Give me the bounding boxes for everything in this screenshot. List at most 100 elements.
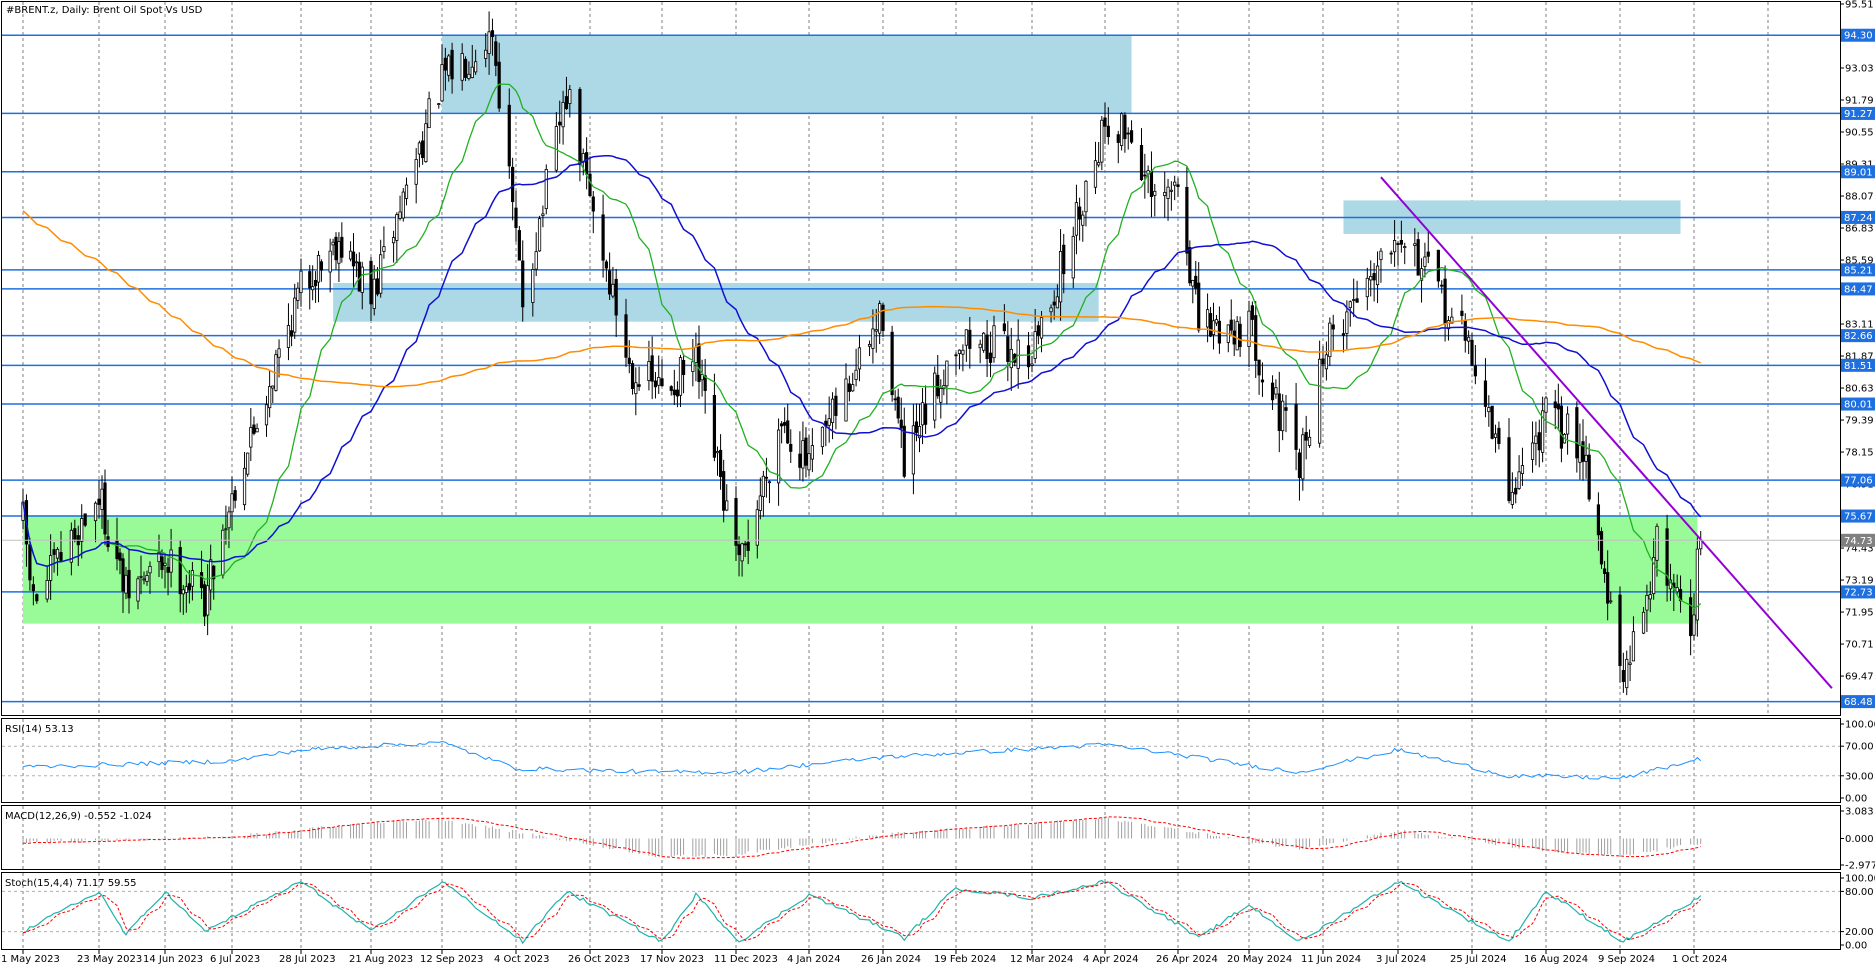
candle-body [242, 467, 247, 506]
price-pane[interactable] [1, 1, 1841, 716]
candle-body [867, 343, 872, 347]
candle-body [1413, 243, 1417, 246]
candle-body [669, 386, 673, 391]
candle-body [558, 121, 562, 126]
candle-body [678, 357, 683, 396]
candle-body [933, 372, 937, 421]
candle-body [1235, 321, 1239, 351]
candle-body [1026, 345, 1031, 368]
candle-body [1116, 134, 1120, 143]
macd-pane[interactable] [1, 805, 1841, 870]
candle-body [1352, 299, 1356, 301]
candle-body [264, 404, 269, 426]
level-tag-label: 72.73 [1844, 587, 1873, 598]
candle-body [299, 270, 303, 294]
candle-body [227, 511, 231, 529]
candle-body [351, 251, 356, 267]
candle-body [334, 236, 338, 261]
candle-body [978, 343, 982, 349]
candle-body [1628, 662, 1632, 665]
candle-body [1211, 320, 1216, 336]
level-tag-bg [1841, 358, 1875, 372]
candle-body [398, 211, 402, 219]
candle-body [157, 551, 161, 563]
price-tick-label: 73.19 [1845, 576, 1874, 587]
candle-body [1467, 336, 1471, 342]
level-tag-bg [1841, 695, 1875, 709]
candle-body [474, 61, 478, 73]
candle-body [588, 173, 592, 197]
candle-body [1460, 310, 1464, 316]
candle-body [783, 422, 787, 426]
indicator-tick-label: 3.083 [1845, 807, 1874, 818]
candle-body [35, 594, 39, 602]
candle-body [1277, 393, 1281, 431]
candle-body [121, 558, 125, 592]
candle-body [1238, 323, 1242, 348]
candle-body [1006, 336, 1010, 362]
candle-body [672, 389, 676, 396]
candle-body [1416, 239, 1420, 276]
candle-body [1375, 265, 1380, 286]
candle-body [230, 493, 234, 513]
candle-body [1126, 132, 1130, 135]
candle-body [80, 518, 84, 542]
time-tick-label: 4 Jan 2024 [787, 954, 841, 965]
indicator-tick-label: 100.00 [1845, 874, 1875, 885]
candle-body [712, 394, 717, 458]
candle-body [460, 53, 464, 81]
candle-body [1534, 435, 1538, 444]
price-tick-label: 95.51 [1845, 0, 1874, 11]
macd-layer: 3.083 0.000 -2.977 [22, 807, 1875, 872]
stoch-main-line [22, 879, 1702, 945]
candle-body [1372, 273, 1376, 281]
candle-body [163, 562, 167, 566]
indicator-tick-label: 20.00 [1845, 927, 1874, 938]
candle-body [637, 384, 641, 387]
candle-body [627, 357, 631, 364]
time-tick-label: 28 Jul 2023 [279, 954, 336, 965]
candle-body [746, 541, 750, 551]
candle-body [1544, 397, 1548, 413]
current-price-tag: 74.73 [1841, 533, 1875, 547]
candle-body [340, 236, 344, 258]
candle-body [1483, 380, 1488, 407]
candle-body [97, 498, 101, 505]
candle-body [233, 490, 237, 501]
candle-body [737, 544, 741, 556]
candle-body [1185, 186, 1189, 254]
rsi-pane[interactable] [1, 718, 1841, 803]
candle-body [1578, 444, 1582, 463]
indicator-tick-label: -2.977 [1845, 861, 1875, 872]
candle-body [28, 544, 32, 581]
candle-body [608, 270, 612, 295]
time-tick-label: 26 Jan 2024 [861, 954, 921, 965]
candle-body [896, 396, 900, 419]
candle-body [789, 443, 793, 452]
candle-body [52, 549, 56, 555]
trendline[interactable] [1380, 176, 1833, 689]
ma-mid-line [22, 154, 1702, 568]
candle-body [675, 389, 680, 397]
candle-body [1229, 319, 1233, 331]
stoch-pane[interactable] [1, 872, 1841, 950]
time-tick-label: 20 May 2024 [1227, 954, 1292, 965]
level-tag-bg [1841, 509, 1875, 523]
candle-body [1602, 568, 1607, 574]
indicator-tick-label: 30.00 [1845, 771, 1874, 782]
price-tick-label: 69.47 [1845, 672, 1874, 683]
candle-body [494, 41, 498, 66]
candle-body [939, 388, 943, 403]
candle-body [878, 303, 882, 334]
candle-body [1450, 316, 1454, 324]
candle-body [715, 451, 720, 454]
level-tag-label: 87.24 [1844, 213, 1873, 224]
time-tick-label: 19 Feb 2024 [934, 954, 996, 965]
candle-body [1575, 407, 1579, 459]
candle-body [740, 543, 744, 562]
candle-body [1541, 410, 1545, 453]
candle-body [1596, 504, 1601, 536]
candle-body [1093, 160, 1098, 188]
